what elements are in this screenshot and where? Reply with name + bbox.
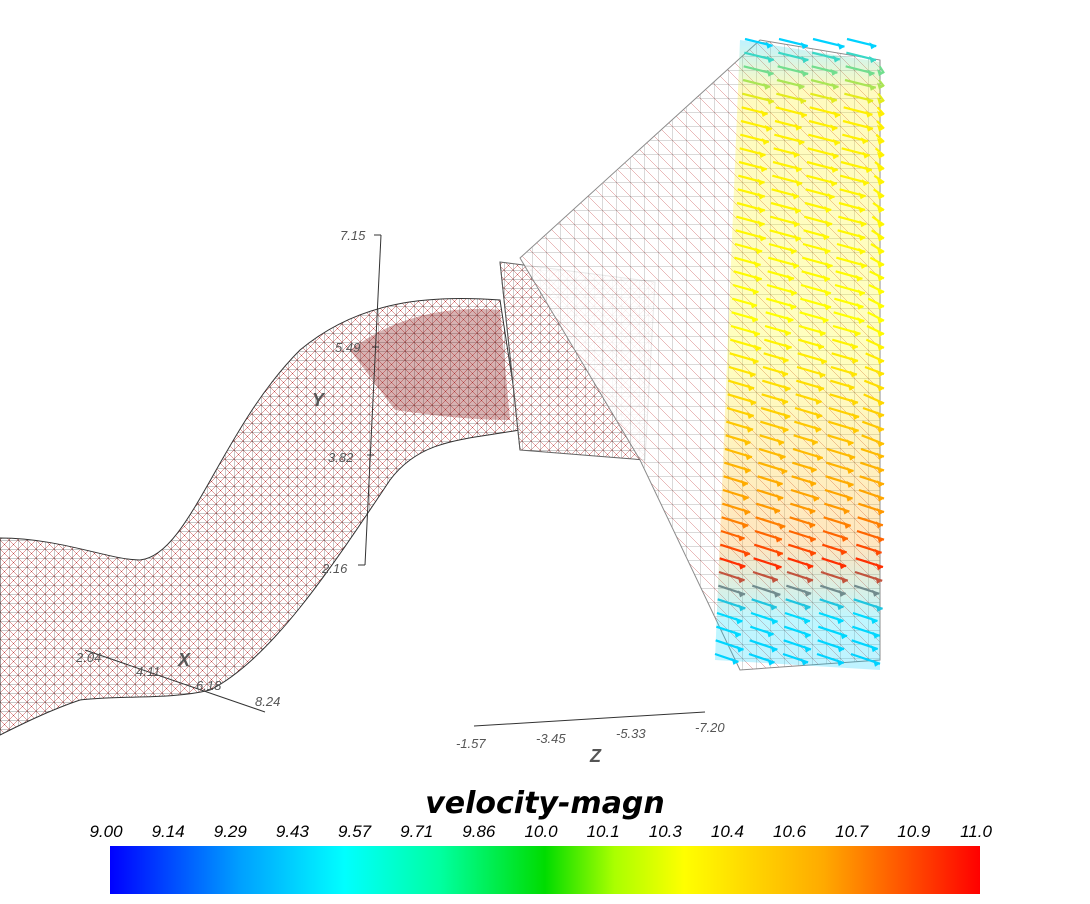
y-axis-tick: 5.49 bbox=[335, 340, 360, 355]
color-scale-bar bbox=[110, 846, 980, 894]
z-axis: -1.57 -3.45 -5.33 -7.20 Z bbox=[456, 720, 725, 766]
legend-tick-label: 9.43 bbox=[276, 822, 309, 842]
y-axis-title: Y bbox=[312, 390, 326, 410]
legend-tick-labels: 9.00 9.14 9.29 9.43 9.57 9.71 9.86 10.0 10.1 10.3… bbox=[0, 822, 1090, 844]
z-axis-tick: -5.33 bbox=[616, 726, 646, 741]
legend-tick-label: 10.9 bbox=[897, 822, 930, 842]
y-axis-tick: 7.15 bbox=[340, 228, 366, 243]
z-axis-title: Z bbox=[589, 746, 602, 766]
legend-tick-label: 9.57 bbox=[338, 822, 371, 842]
x-axis-tick: 8.24 bbox=[255, 694, 280, 709]
legend-title: velocity-magn bbox=[0, 786, 1090, 821]
legend-tick-label: 9.71 bbox=[400, 822, 433, 842]
legend-tick-label: 10.7 bbox=[835, 822, 868, 842]
y-axis-tick: 2.16 bbox=[321, 561, 348, 576]
x-axis-tick: 4.11 bbox=[136, 664, 160, 679]
x-axis-title: X bbox=[177, 650, 191, 670]
legend-tick-label: 10.6 bbox=[773, 822, 806, 842]
velocity-vector-field bbox=[715, 39, 884, 670]
legend-tick-label: 9.00 bbox=[89, 822, 122, 842]
legend-tick-label: 9.29 bbox=[214, 822, 247, 842]
legend-tick-label: 10.4 bbox=[711, 822, 744, 842]
legend-tick-label: 10.0 bbox=[524, 822, 557, 842]
x-axis-tick: 6.18 bbox=[196, 678, 222, 693]
legend-tick-label: 10.3 bbox=[649, 822, 682, 842]
y-axis-tick: 3.82 bbox=[328, 450, 354, 465]
z-axis-tick: -1.57 bbox=[456, 736, 486, 751]
velocity-arrow-head bbox=[869, 42, 876, 49]
velocity-arrow-head bbox=[837, 43, 844, 50]
pipe-mesh bbox=[0, 298, 520, 735]
legend-tick-label: 11.0 bbox=[960, 822, 992, 842]
z-axis-tick: -7.20 bbox=[695, 720, 725, 735]
legend-tick-label: 9.86 bbox=[462, 822, 495, 842]
z-axis-tick: -3.45 bbox=[536, 731, 566, 746]
legend-tick-label: 10.1 bbox=[587, 822, 620, 842]
3d-scene: 7.15 5.49 3.82 2.16 Y 2.04 4.11 6.18 8.2… bbox=[0, 0, 1090, 780]
legend-tick-label: 9.14 bbox=[152, 822, 185, 842]
x-axis-tick: 2.04 bbox=[75, 650, 101, 665]
